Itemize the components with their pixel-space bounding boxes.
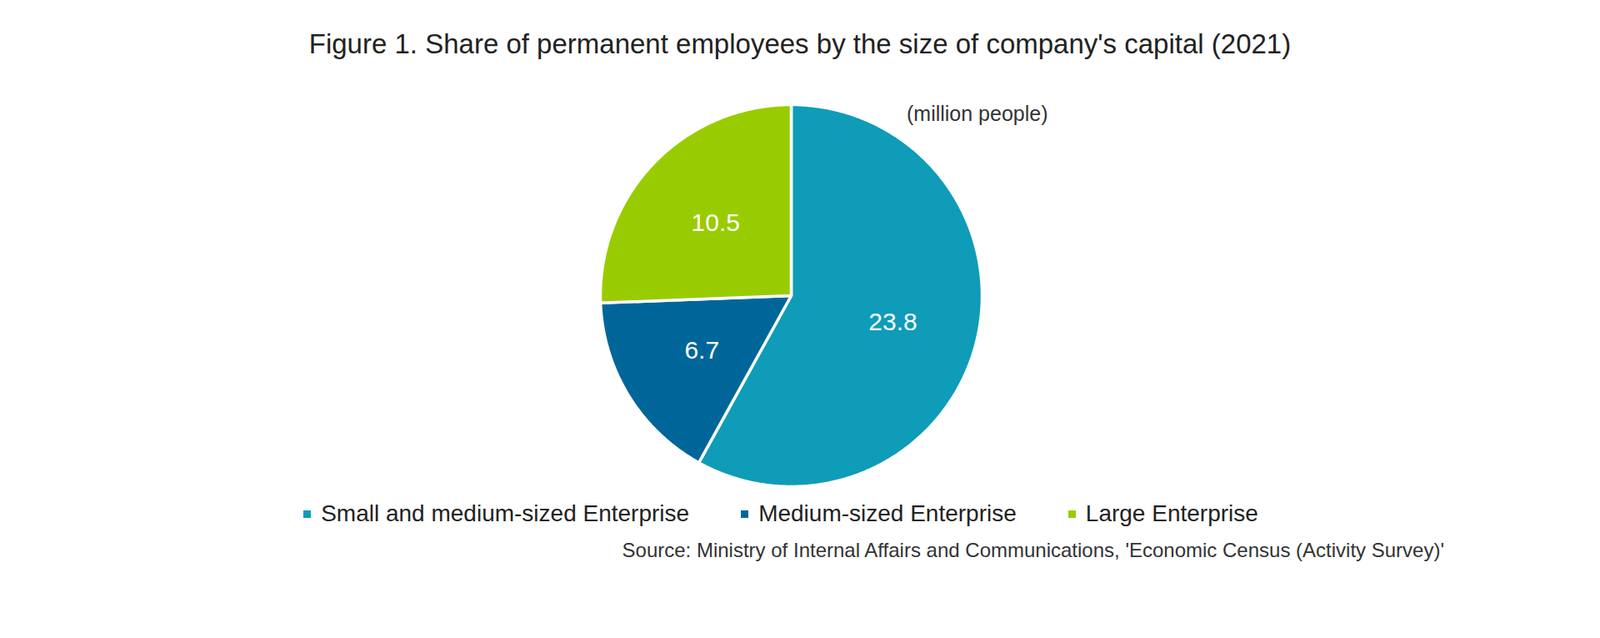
html-text:Source: Ministry of Internal A: Source: Ministry of Internal Affairs and… (622, 538, 1445, 561)
html-text:Figure 1. Share of permanent e: Figure 1. Share of permanent employees b… (309, 28, 1291, 60)
svg-text:10.5: 10.5 (691, 208, 740, 236)
svg-text:23.8: 23.8 (868, 307, 917, 335)
html-text:Medium-sized Enterprise: Medium-sized Enterprise (758, 500, 1017, 526)
html-text:Small and medium-sized Enterpr: Small and medium-sized Enterprise (321, 500, 690, 526)
svg-text:6.7: 6.7 (684, 335, 720, 364)
html-text:Large Enterprise: Large Enterprise (1085, 500, 1259, 526)
html-text:(million people): (million people) (906, 101, 1048, 125)
